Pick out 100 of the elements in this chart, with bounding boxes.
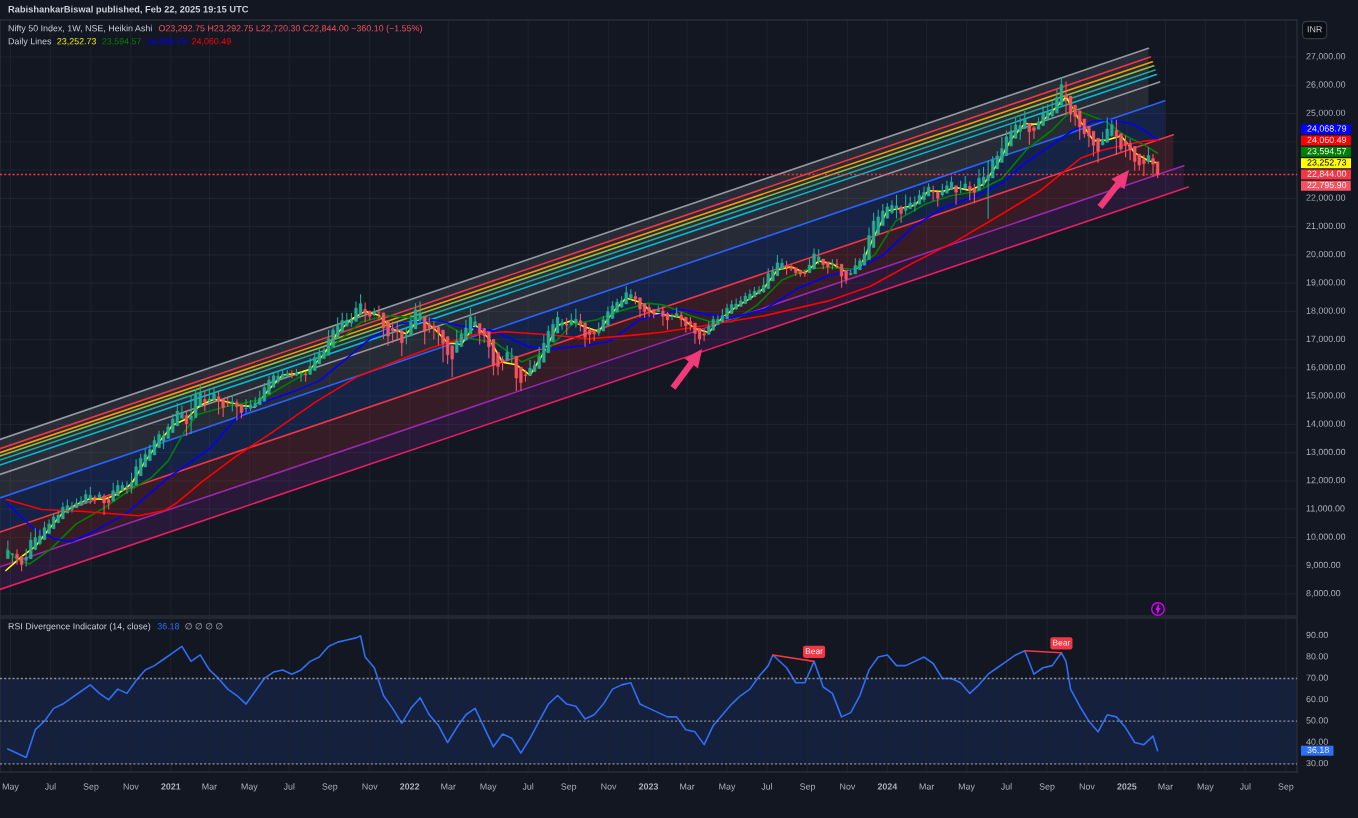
- y-tick-label: 16,000.00: [1306, 363, 1346, 372]
- candlestick: [1091, 130, 1096, 157]
- x-tick-label: Jul: [1239, 783, 1251, 790]
- text: 23,252.73: [57, 38, 97, 46]
- text: RabishankarBiswal published, Feb 22, 2025 19:15 UTC: [8, 5, 249, 15]
- y-tick-label: 21,000.00: [1306, 222, 1346, 231]
- text: 24,060.49: [192, 38, 231, 46]
- x-tick-label: Jul: [761, 783, 773, 790]
- candlestick: [203, 390, 207, 412]
- x-tick-label: Sep: [83, 783, 99, 792]
- x-tick-label: Sep: [800, 783, 816, 792]
- x-tick-label: 2021: [161, 783, 181, 790]
- x-tick-label: Mar: [680, 783, 695, 790]
- x-tick-label: Jul: [44, 783, 56, 790]
- y-tick-label: 70.00: [1306, 674, 1328, 681]
- y-tick-label: 18,000.00: [1306, 307, 1346, 315]
- x-tick-label: May: [958, 783, 975, 792]
- candlestick: [436, 325, 441, 346]
- y-tick-label: 30.00: [1306, 759, 1328, 767]
- candlestick: [972, 183, 977, 204]
- y-tick-label: 13,000.00: [1306, 448, 1346, 457]
- x-tick-label: Sep: [1278, 783, 1294, 792]
- x-tick-label: Nov: [1079, 783, 1095, 790]
- y-tick-label: 60.00: [1306, 695, 1328, 703]
- x-tick-label: Mar: [441, 783, 456, 790]
- candlestick: [904, 194, 908, 215]
- x-tick-label: May: [719, 783, 736, 792]
- y-tick-label: 22,000.00: [1306, 194, 1346, 202]
- candlestick: [455, 329, 459, 353]
- x-tick-label: 2024: [877, 783, 898, 790]
- candlestick: [216, 391, 221, 416]
- y-tick-label: 20,000.00: [1306, 250, 1346, 259]
- y-tick-label: 80.00: [1306, 653, 1328, 660]
- x-tick-label: Mar: [202, 783, 217, 790]
- y-tick-label: 9,000.00: [1306, 561, 1341, 570]
- line-series: [7, 634, 1159, 759]
- y-tick-label: 40.00: [1306, 738, 1328, 745]
- x-tick-label: May: [480, 783, 497, 792]
- y-tick-label: 14,000.00: [1306, 420, 1346, 428]
- legend-title: Daily Lines: [8, 37, 52, 47]
- x-tick-label: Mar: [1158, 783, 1173, 790]
- x-tick-label: Jul: [1000, 783, 1012, 790]
- y-tick-label: 27,000.00: [1306, 53, 1346, 61]
- y-tick-label: 10,000.00: [1306, 533, 1346, 541]
- text: RSI Divergence Indicator (14, close): [8, 622, 151, 632]
- y-tick-label: 8,000.00: [1306, 590, 1341, 598]
- y-tick-label: 90.00: [1306, 631, 1328, 639]
- x-tick-label: Nov: [123, 783, 139, 790]
- x-tick-label: Mar: [919, 783, 935, 790]
- candlestick: [899, 204, 903, 224]
- y-tick-label: 25,000.00: [1306, 109, 1346, 117]
- x-tick-label: Nov: [362, 783, 378, 790]
- x-tick-label: May: [241, 783, 258, 792]
- text: 22,795.90: [1307, 181, 1347, 190]
- candlestick: [161, 430, 166, 450]
- y-tick-label: 11,000.00: [1306, 505, 1345, 513]
- candlestick: [954, 185, 958, 206]
- y-tick-label: 50.00: [1306, 717, 1328, 724]
- x-tick-label: May: [2, 783, 19, 792]
- x-tick-label: Sep: [1039, 783, 1055, 792]
- candlestick: [423, 315, 427, 345]
- legend-label: 23,594.57: [1307, 147, 1347, 156]
- candlestick: [839, 263, 844, 289]
- text: 24,068.79: [147, 38, 186, 46]
- candlestick: [894, 194, 899, 220]
- candlestick: [93, 494, 97, 505]
- x-tick-label: 2025: [1117, 783, 1137, 790]
- x-tick-label: Sep: [322, 783, 338, 792]
- candlestick: [1114, 119, 1119, 156]
- text: 23,594.57: [102, 38, 141, 46]
- candlestick: [968, 181, 972, 201]
- candlestick: [184, 409, 189, 437]
- ref-line-label: 22,844.00: [1307, 170, 1347, 178]
- text: Nifty 50 Index, 1W, NSE, Heikin Ashi: [8, 24, 152, 34]
- candlestick: [478, 323, 482, 346]
- y-tick-label: 17,000.00: [1306, 335, 1346, 344]
- text: 36.18: [157, 623, 180, 630]
- x-tick-label: Nov: [601, 783, 617, 790]
- annotation: Bear: [805, 648, 823, 655]
- x-tick-label: Jul: [522, 783, 534, 790]
- legend-label: 24,060.49: [1307, 136, 1347, 144]
- x-tick-label: Sep: [561, 783, 577, 792]
- legend-label: 24,068.79: [1307, 125, 1347, 133]
- candlestick: [290, 369, 294, 379]
- y-tick-label: 15,000.00: [1306, 392, 1346, 400]
- text: O23,292.75 H23,292.75 L22,720.30 C22,844.00 −360.10 (−1.55%): [158, 24, 422, 34]
- y-tick-label: 19,000.00: [1306, 279, 1346, 287]
- candlestick: [1123, 134, 1128, 158]
- candlestick: [326, 329, 331, 356]
- x-tick-label: May: [1197, 783, 1214, 792]
- legend-label: 23,252.73: [1307, 159, 1347, 167]
- x-tick-label: 2023: [638, 783, 659, 790]
- x-tick-label: Jul: [283, 783, 295, 790]
- y-tick-label: 12,000.00: [1306, 477, 1346, 485]
- candlestick: [262, 382, 267, 402]
- text: ∅ ∅ ∅ ∅: [185, 622, 223, 630]
- x-tick-label: 2022: [400, 783, 420, 790]
- annotation: Bear: [1053, 639, 1071, 646]
- x-tick-label: Nov: [840, 783, 856, 790]
- y-axis-title: INR: [1307, 26, 1322, 33]
